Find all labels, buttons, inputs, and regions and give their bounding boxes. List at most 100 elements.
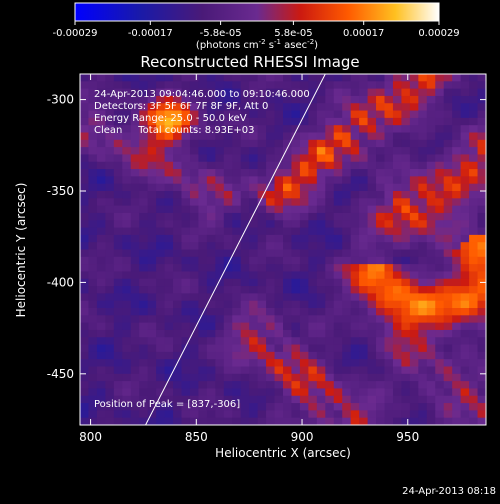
heatmap-cell: [223, 403, 233, 411]
heatmap-cell: [156, 388, 166, 397]
heatmap-cell: [215, 300, 225, 309]
heatmap-cell: [122, 191, 132, 199]
heatmap-cell: [122, 337, 132, 346]
heatmap-cell: [274, 359, 284, 368]
heatmap-cell: [392, 351, 403, 360]
heatmap-cell: [88, 388, 98, 397]
heatmap-cell: [189, 388, 200, 397]
heatmap-cell: [342, 147, 352, 156]
heatmap-cell: [266, 308, 276, 316]
heatmap-cell: [409, 176, 419, 185]
heatmap-cell: [359, 329, 369, 338]
heatmap-cell: [249, 381, 259, 390]
heatmap-cell: [426, 359, 436, 368]
heatmap-cell: [401, 417, 411, 425]
heatmap-cell: [308, 286, 318, 294]
heatmap-cell: [181, 81, 191, 90]
heatmap-cell: [181, 300, 191, 309]
heatmap-cell: [426, 88, 436, 97]
heatmap-cell: [139, 198, 149, 207]
heatmap-cell: [325, 74, 335, 82]
heatmap-cell: [299, 278, 309, 287]
heatmap-cell: [333, 322, 343, 331]
heatmap-cell: [96, 278, 106, 287]
heatmap-cell: [257, 271, 267, 280]
heatmap-cell: [469, 183, 479, 192]
heatmap-cell: [156, 74, 166, 82]
heatmap-cell: [105, 344, 115, 353]
heatmap-cell: [206, 359, 216, 368]
heatmap-cell: [316, 344, 326, 353]
annotation-block: 24-Apr-2013 09:04:46.000 to 09:10:46.000…: [94, 89, 310, 136]
heatmap-cell: [342, 373, 352, 382]
heatmap-cell: [376, 220, 386, 229]
heatmap-cell: [308, 359, 318, 368]
heatmap-cell: [130, 256, 140, 265]
heatmap-cell: [426, 191, 436, 199]
heatmap-cell: [426, 154, 436, 163]
heatmap-cell: [367, 110, 377, 119]
heatmap-cell: [418, 388, 428, 397]
heatmap-cell: [359, 351, 369, 360]
heatmap-cell: [460, 286, 470, 294]
heatmap-cell: [342, 366, 352, 375]
heatmap-cell: [96, 212, 106, 221]
heatmap-cell: [452, 417, 462, 425]
heatmap-cell: [418, 191, 428, 199]
heatmap-cell: [333, 264, 343, 273]
heatmap-cell: [266, 183, 276, 192]
heatmap-cell: [80, 117, 90, 126]
heatmap-cell: [376, 315, 386, 324]
heatmap-cell: [257, 293, 267, 302]
heatmap-cell: [206, 183, 216, 192]
heatmap-cell: [105, 264, 115, 273]
heatmap-cell: [367, 125, 377, 134]
heatmap-cell: [215, 220, 225, 229]
heatmap-cell: [477, 198, 486, 207]
heatmap-cell: [198, 220, 208, 229]
heatmap-cell: [350, 88, 360, 97]
heatmap-cell: [206, 315, 216, 324]
heatmap-cell: [139, 417, 149, 425]
heatmap-cell: [359, 81, 369, 90]
heatmap-cell: [215, 337, 225, 346]
heatmap-cell: [426, 315, 436, 324]
heatmap-cell: [359, 169, 369, 177]
heatmap-cell: [181, 191, 191, 199]
heatmap-cell: [460, 403, 470, 411]
heatmap-cell: [316, 81, 326, 90]
heatmap-cell: [418, 403, 428, 411]
heatmap-cell: [477, 191, 486, 199]
heatmap-cell: [426, 227, 436, 236]
heatmap-cell: [443, 293, 453, 302]
heatmap-cell: [130, 293, 140, 302]
heatmap-cell: [274, 286, 284, 294]
heatmap-cell: [173, 271, 183, 280]
heatmap-cell: [443, 95, 453, 104]
heatmap-cell: [240, 205, 250, 214]
heatmap-cell: [122, 315, 132, 324]
heatmap-cell: [257, 176, 267, 185]
heatmap-cell: [333, 212, 343, 221]
heatmap-cell: [113, 344, 123, 353]
heatmap-cell: [283, 227, 293, 236]
heatmap-cell: [418, 322, 428, 331]
heatmap-cell: [435, 234, 445, 243]
heatmap-cell: [452, 359, 462, 368]
heatmap-cell: [215, 264, 225, 273]
heatmap-cell: [350, 300, 360, 309]
heatmap-cell: [156, 264, 166, 273]
heatmap-cell: [122, 308, 132, 316]
heatmap-cell: [130, 169, 140, 177]
heatmap-cell: [173, 198, 183, 207]
heatmap-cell: [477, 74, 486, 82]
heatmap-cell: [249, 81, 259, 90]
heatmap-cell: [88, 315, 98, 324]
heatmap-cell: [333, 249, 343, 258]
heatmap-cell: [249, 278, 259, 287]
heatmap-cell: [435, 147, 445, 156]
heatmap-cell: [257, 403, 267, 411]
heatmap-cell: [426, 132, 436, 141]
heatmap-cell: [435, 220, 445, 229]
heatmap-cell: [147, 110, 157, 119]
